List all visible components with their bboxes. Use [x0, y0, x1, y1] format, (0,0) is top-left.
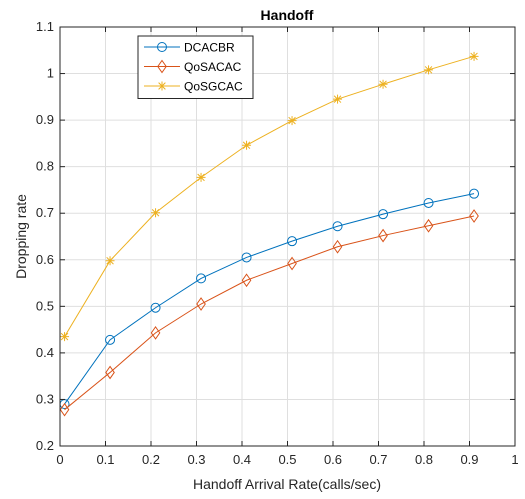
legend: DCACBR QoSACAC QoSGCAC: [137, 35, 254, 99]
data-point-circle: [196, 273, 207, 284]
x-tick-label: 0: [56, 452, 63, 467]
data-point-asterisk: [242, 140, 252, 150]
legend-item: DCACBR: [144, 41, 235, 55]
x-tick-label: 1: [511, 452, 518, 467]
legend-swatch-marker: [157, 42, 167, 52]
data-point-asterisk: [287, 116, 297, 126]
legend-item: QoSACAC: [144, 59, 242, 74]
data-point-diamond: [150, 325, 161, 340]
x-tick-labels: 0 0.1 0.2 0.3 0.4 0.5 0.6 0.7 0.8 0.9 1: [56, 452, 518, 467]
x-tick-label: 0.3: [187, 452, 205, 467]
y-tick-label: 0.5: [36, 298, 54, 313]
data-point-diamond: [241, 273, 252, 288]
x-tick-label: 0.1: [96, 452, 114, 467]
data-point-asterisk: [151, 208, 161, 218]
legend-label: QoSGCAC: [184, 80, 243, 94]
data-point-circle: [423, 197, 434, 208]
x-tick-label: 0.7: [369, 452, 387, 467]
data-point-circle: [469, 188, 480, 199]
x-tick-label: 0.9: [460, 452, 478, 467]
x-tick-label: 0.8: [415, 452, 433, 467]
y-tick-label: 1.1: [36, 19, 54, 34]
chart-title: Handoff: [261, 7, 314, 23]
y-tick-label: 0.3: [36, 391, 54, 406]
data-point-diamond: [469, 209, 479, 223]
tick-marks: [59, 26, 516, 447]
legend-swatch-marker: [157, 81, 167, 91]
y-tick-label: 0.4: [36, 345, 54, 360]
data-point-circle: [378, 209, 389, 220]
data-point-diamond: [378, 228, 388, 243]
legend-swatch-marker: [157, 59, 167, 74]
series-line: [64, 215, 475, 411]
x-tick-label: 0.5: [278, 452, 296, 467]
data-point-circle: [105, 334, 116, 345]
data-point-asterisk: [105, 256, 115, 266]
data-point-asterisk: [469, 51, 479, 61]
legend-label: QoSACAC: [184, 60, 242, 74]
data-point-asterisk: [60, 332, 70, 342]
data-point-asterisk: [333, 94, 343, 104]
y-tick-labels: 0.2 0.3 0.4 0.5 0.6 0.7 0.8 0.9 1 1.1: [36, 19, 54, 453]
legend-label: DCACBR: [184, 41, 235, 55]
data-point-diamond: [196, 297, 206, 311]
x-tick-label: 0.2: [142, 452, 160, 467]
x-tick-label: 0.6: [324, 452, 342, 467]
series-layer: [59, 51, 480, 417]
y-tick-label: 0.6: [36, 252, 54, 267]
data-point-circle: [287, 236, 298, 247]
y-axis-label: Dropping rate: [13, 194, 29, 279]
y-tick-label: 0.2: [36, 438, 54, 453]
data-point-diamond: [59, 402, 70, 417]
data-point-asterisk: [196, 172, 206, 182]
data-point-circle: [241, 252, 252, 263]
y-tick-label: 0.9: [36, 112, 54, 127]
series-qosacac: [59, 209, 479, 417]
y-tick-label: 1: [47, 66, 54, 81]
series-line: [64, 55, 475, 337]
data-point-diamond: [105, 365, 115, 380]
x-tick-label: 0.4: [233, 452, 251, 467]
data-point-circle: [150, 302, 161, 313]
y-tick-label: 0.7: [36, 205, 54, 220]
legend-item: QoSGCAC: [144, 80, 243, 94]
data-point-diamond: [423, 218, 434, 233]
series-line: [64, 193, 475, 405]
data-point-circle: [332, 221, 343, 232]
series-dcacbr: [59, 188, 480, 410]
data-point-diamond: [287, 256, 297, 271]
series-qosgcac: [60, 51, 479, 342]
data-point-asterisk: [424, 65, 434, 75]
data-point-diamond: [332, 239, 343, 254]
x-axis-label: Handoff Arrival Rate(calls/sec): [193, 476, 381, 492]
data-point-asterisk: [378, 79, 388, 89]
y-tick-label: 0.8: [36, 159, 54, 174]
